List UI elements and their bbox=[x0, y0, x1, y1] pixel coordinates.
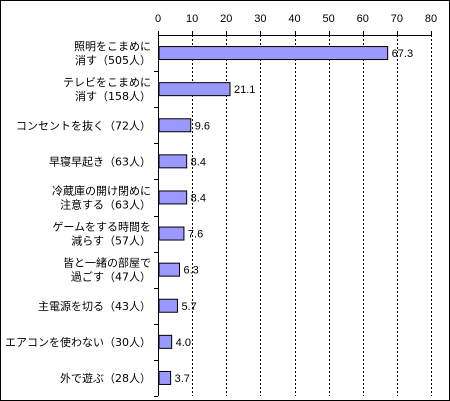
category-label: 減らす（57人） bbox=[71, 234, 151, 248]
category-label: エアコンを使わない（30人） bbox=[5, 336, 151, 349]
category-label: 消す（505人） bbox=[75, 53, 151, 67]
value-label: 5.7 bbox=[181, 301, 196, 313]
x-tick-label: 60 bbox=[357, 13, 369, 25]
bar bbox=[158, 262, 180, 277]
bar bbox=[158, 190, 188, 205]
value-label: 67.3 bbox=[392, 48, 413, 60]
bar bbox=[158, 334, 173, 349]
category-label: コンセントを抜く（72人） bbox=[16, 118, 151, 132]
value-label: 9.6 bbox=[195, 120, 210, 132]
bar bbox=[158, 46, 389, 61]
category-label: 照明をこまめに bbox=[74, 40, 151, 53]
category-label: 早寝早起き（63人） bbox=[49, 154, 151, 168]
x-tick-label: 10 bbox=[186, 13, 198, 25]
category-label: 消す（158人） bbox=[75, 89, 151, 103]
x-tick-label: 30 bbox=[254, 13, 266, 25]
x-tick-label: 70 bbox=[391, 13, 403, 25]
x-tick-label: 0 bbox=[155, 13, 161, 25]
value-label: 21.1 bbox=[234, 84, 255, 96]
category-label: 冷蔵庫の開け閉めに bbox=[52, 183, 151, 197]
category-label: 過ごす（47人） bbox=[71, 270, 151, 284]
value-label: 4.0 bbox=[176, 337, 191, 349]
value-label: 6.3 bbox=[183, 265, 198, 277]
value-label: 7.6 bbox=[188, 229, 203, 241]
category-label: 外で遊ぶ（28人） bbox=[60, 371, 151, 385]
category-label: 皆と一緒の部屋で bbox=[63, 256, 151, 270]
x-tick-label: 50 bbox=[323, 13, 335, 25]
bar bbox=[158, 226, 185, 241]
value-label: 8.4 bbox=[191, 156, 206, 168]
x-tick-label: 40 bbox=[288, 13, 300, 25]
bar bbox=[158, 118, 192, 133]
category-label: ゲームをする時間を bbox=[52, 221, 151, 234]
bar bbox=[158, 154, 188, 169]
x-tick-label: 20 bbox=[220, 13, 232, 25]
category-label: 主電源を切る（43人） bbox=[38, 299, 151, 313]
value-label: 8.4 bbox=[191, 192, 206, 204]
category-label: 注意する（63人） bbox=[60, 197, 151, 211]
x-tick-label: 80 bbox=[425, 13, 437, 25]
value-label: 3.7 bbox=[175, 373, 190, 385]
bar bbox=[158, 298, 178, 313]
category-label: テレビをこまめに bbox=[63, 76, 151, 89]
bar bbox=[158, 82, 231, 97]
bar bbox=[158, 370, 172, 385]
